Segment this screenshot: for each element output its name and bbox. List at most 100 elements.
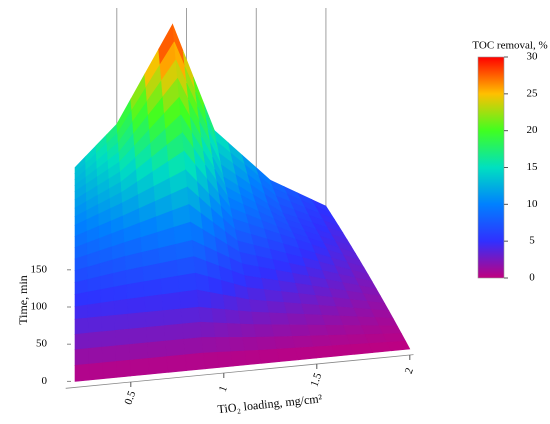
surface-patch — [74, 291, 89, 308]
surface-patch — [211, 308, 228, 324]
surface-patch — [101, 330, 117, 348]
surface-patch — [142, 263, 162, 283]
surface-patch — [114, 313, 130, 331]
surface-patch — [74, 317, 89, 335]
colorbar-tick-label: 30 — [527, 51, 539, 63]
surface-patch — [286, 313, 309, 326]
surface-patch — [271, 324, 293, 338]
surface-patch — [215, 337, 232, 353]
surface-patch — [126, 281, 146, 300]
surface-patch — [160, 275, 180, 295]
surface-patch — [113, 298, 129, 316]
y-tick-label: 50 — [36, 338, 48, 350]
y-tick-label: 100 — [31, 301, 48, 313]
surface-patch — [201, 337, 218, 354]
surface-patch — [164, 323, 185, 342]
surface-patch — [177, 272, 198, 293]
y-axis-title: Time, min — [16, 275, 30, 325]
surface-patch — [159, 259, 179, 280]
surface-patch — [116, 359, 132, 378]
surface-patch — [74, 363, 90, 382]
surface-patch — [198, 306, 215, 324]
surface-patch — [246, 287, 268, 302]
surface-patch — [258, 348, 280, 364]
surface-patch — [148, 356, 169, 375]
surface-patch — [295, 346, 318, 361]
surface-patch — [74, 332, 89, 351]
surface-patch — [101, 315, 116, 333]
surface-patch — [217, 351, 234, 368]
surface-patch — [100, 286, 115, 304]
surface-patch — [87, 316, 103, 334]
surface-patch — [228, 337, 246, 352]
surface-patch — [129, 342, 149, 361]
surface-patch — [292, 335, 315, 349]
colorbar-tick-label: 0 — [529, 272, 535, 284]
surface-patch — [313, 345, 336, 359]
surface-patch — [100, 273, 115, 290]
surface-patch — [253, 324, 275, 338]
surface-patch — [147, 340, 168, 359]
x-tick-label: 2 — [403, 366, 416, 375]
surface-patch — [101, 345, 117, 364]
x-tick-label: 0.5 — [122, 389, 138, 406]
surface-patch — [112, 269, 127, 288]
surface-patch — [88, 346, 103, 365]
surface-patch — [184, 352, 206, 371]
surface-patch — [226, 323, 244, 338]
surface-patch — [251, 311, 273, 326]
colorbar-tick-label: 10 — [527, 198, 539, 210]
surface-patch — [113, 284, 128, 302]
y-tick-label: 0 — [42, 375, 48, 387]
surface-patch — [163, 308, 183, 327]
surface-patch — [145, 310, 165, 328]
surface-patch — [146, 325, 166, 344]
surface-patch — [268, 312, 291, 326]
surface-patch — [143, 278, 163, 298]
surface-patch — [129, 358, 150, 377]
surface-patch — [213, 322, 230, 338]
surface-patch — [331, 344, 355, 357]
surface-patch — [183, 337, 204, 356]
surface-patch — [276, 347, 299, 362]
x-axis-title: TiO₂ loading, mg/cm² — [217, 391, 323, 416]
surface-patch — [88, 362, 104, 381]
x-axis-line — [65, 354, 414, 389]
surface-patch — [182, 321, 203, 340]
surface-patch — [100, 300, 116, 317]
surface-patch — [127, 312, 147, 330]
colorbar-gradient — [477, 56, 505, 279]
surface-patch — [199, 321, 216, 338]
colorbar-tick-label: 5 — [529, 235, 535, 247]
surface-patch — [382, 333, 407, 343]
surface-patch — [161, 291, 182, 311]
surface-patch — [87, 289, 102, 306]
surface-patch — [307, 324, 330, 337]
surface-patch — [115, 344, 131, 362]
surface-patch — [74, 304, 89, 320]
surface-patch — [374, 317, 398, 327]
surface-patch — [196, 289, 213, 309]
surface-patch — [289, 324, 312, 337]
surface-patch — [242, 337, 260, 352]
surface-patch — [255, 336, 278, 351]
colorbar-title: TOC removal, % — [472, 40, 547, 52]
x-tick-label: 1 — [217, 384, 230, 393]
surface-patch — [310, 335, 333, 348]
surface-patch — [102, 361, 118, 380]
surface-patch — [248, 299, 270, 314]
colorbar-tick-label: 15 — [527, 161, 539, 173]
colorbar: 0 5 10 15 20 25 30 — [477, 51, 539, 284]
colorbar-tick-label: 20 — [527, 124, 539, 136]
surface-patch — [224, 309, 241, 325]
surface-patch — [126, 296, 146, 315]
surface-patch — [274, 336, 296, 350]
surface-patch — [74, 348, 90, 366]
y-tick-label: 150 — [31, 263, 48, 275]
surface-patch — [144, 294, 164, 313]
surface-patch — [88, 331, 103, 349]
surface-patch — [128, 327, 148, 345]
surface-patch — [87, 302, 102, 319]
surface-patch — [386, 340, 411, 352]
